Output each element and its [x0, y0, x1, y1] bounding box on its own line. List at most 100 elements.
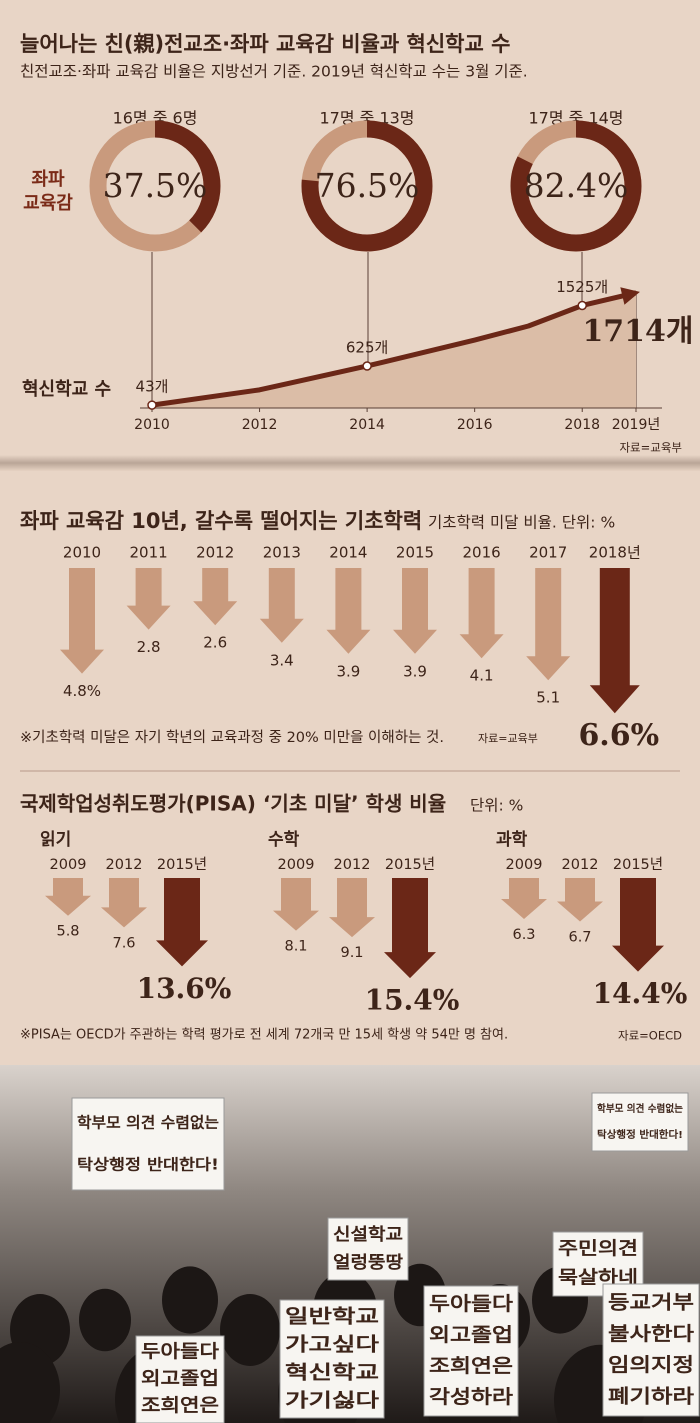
arrow-bar: [589, 568, 640, 714]
protest-sign: [71, 1097, 225, 1191]
crowd-figure: [79, 1288, 131, 1352]
value-label: 625개: [346, 338, 388, 356]
x-tick-label: 2011: [130, 544, 168, 562]
value-label: 2.6: [203, 634, 227, 652]
x-tick-label: 2009: [278, 857, 315, 873]
donut-segment: [510, 120, 642, 252]
crowd-figure: [0, 1342, 60, 1423]
x-tick-label: 2014: [349, 417, 385, 433]
arrow-bar: [501, 878, 547, 919]
chart-title: 국제학업성취도평가(PISA) ‘기초 미달’ 학생 비율: [20, 792, 446, 816]
value-label: 6.3: [512, 927, 535, 943]
line-arrowhead: [620, 287, 640, 305]
arrow-bar: [557, 878, 603, 922]
donut-caption: 16명 중 6명: [113, 109, 198, 128]
x-tick-label: 2015: [396, 544, 434, 562]
arrow-bar: [259, 568, 304, 643]
arrow-bar: [326, 568, 371, 654]
arrow-bar: [612, 878, 664, 972]
x-tick-label: 2014: [329, 544, 367, 562]
chart-title: 좌파 교육감 10년, 갈수록 떨어지는 기초학력: [20, 509, 422, 533]
arrow-bar: [273, 878, 319, 931]
arrow-bar: [45, 878, 91, 916]
x-tick-label: 2013: [263, 544, 301, 562]
protest-sign: [591, 1092, 689, 1152]
protest-sign: [279, 1299, 385, 1419]
sign-text: 각성하라: [429, 1386, 514, 1408]
panel-title: 읽기: [40, 830, 71, 850]
sign-text: 외고졸업: [141, 1369, 219, 1390]
value-label-highlight: 13.6%: [137, 972, 232, 1005]
source: 자료=교육부: [619, 441, 682, 455]
donut-value-label: 82.4%: [524, 166, 629, 205]
value-label: 3.4: [270, 651, 294, 669]
value-label: 3.9: [336, 662, 360, 680]
point: [577, 300, 587, 311]
point: [362, 361, 372, 371]
crowd-figure: [220, 1294, 280, 1366]
value-label: 8.1: [284, 939, 307, 955]
sign-text: 학부모 의견 수렴없는: [77, 1114, 219, 1132]
value-label: 9.1: [340, 945, 363, 961]
sign-text: 등교거부: [608, 1291, 694, 1313]
x-tick-label: 2016: [463, 544, 501, 562]
value-label: 3.9: [403, 662, 427, 680]
protest-sign: [327, 1217, 409, 1281]
protest-sign: [135, 1335, 225, 1423]
sign-text: 묵살하네: [558, 1268, 638, 1289]
sign-text: 탁상행정 반대한다!: [77, 1155, 219, 1173]
x-tick-label: 2018: [564, 417, 600, 433]
x-tick-label: 2012: [196, 544, 234, 562]
sign-text: 가고싶다: [285, 1333, 380, 1355]
donut-value-label: 37.5%: [103, 166, 208, 205]
value-label: 6.7: [568, 930, 591, 946]
x-tick-label: 2009: [50, 857, 87, 873]
value-label-highlight: 15.4%: [365, 984, 460, 1017]
x-tick-label: 2012: [106, 857, 143, 873]
value-label-highlight: 14.4%: [593, 977, 688, 1010]
sign-text: 조희연은: [141, 1396, 219, 1417]
sign-text: 신설학교: [333, 1225, 403, 1245]
sign-text: 외고졸업: [429, 1324, 513, 1346]
panel-title: 과학: [496, 830, 528, 850]
arrow-bar: [126, 568, 171, 630]
sign-text: 두아들다: [429, 1293, 514, 1315]
arrow-bar: [526, 568, 571, 681]
sign-text: 탁상행정 반대한다!: [597, 1128, 683, 1141]
donut-row-label: 좌파 교육감: [23, 169, 73, 214]
chart-subtitle: 기초학력 미달 비율. 단위: %: [428, 514, 615, 532]
arrow-bar: [156, 878, 208, 967]
x-tick-label: 2012: [562, 857, 599, 873]
arrow-bar: [393, 568, 437, 654]
area-fill: [152, 292, 636, 408]
x-tick-label: 2015년: [157, 856, 207, 873]
x-tick-label: 2017: [529, 544, 567, 562]
series-label: 혁신학교 수: [22, 378, 111, 400]
x-tick-label: 2012: [334, 857, 371, 873]
arrow-bar: [384, 878, 436, 979]
x-tick-label: 2018년: [589, 544, 641, 562]
value-label-highlight: 1714개: [582, 314, 693, 349]
arrow-bar: [101, 878, 147, 928]
value-label-highlight: 6.6%: [578, 718, 659, 753]
donut-value-label: 76.5%: [315, 166, 420, 205]
value-label: 2.8: [137, 638, 161, 656]
sign-text: 두아들다: [141, 1341, 220, 1362]
donut-segment: [301, 120, 433, 252]
sign-text: 불사한다: [608, 1323, 695, 1345]
sign-text: 주민의견: [558, 1238, 638, 1259]
donut-caption: 17명 중 14명: [528, 109, 623, 128]
x-tick-label: 2015년: [613, 856, 663, 873]
sign-text: 폐기하라: [608, 1386, 695, 1408]
donut-caption: 17명 중 13명: [319, 109, 414, 128]
value-label: 5.8: [56, 924, 79, 940]
value-label: 5.1: [536, 689, 560, 707]
point: [147, 400, 157, 410]
protest-sign: [423, 1285, 519, 1417]
sign-text: 조희연은: [429, 1355, 513, 1377]
source: 자료=교육부: [478, 732, 538, 745]
crowd-figure: [162, 1266, 218, 1334]
x-tick-label: 2019년: [612, 417, 661, 433]
